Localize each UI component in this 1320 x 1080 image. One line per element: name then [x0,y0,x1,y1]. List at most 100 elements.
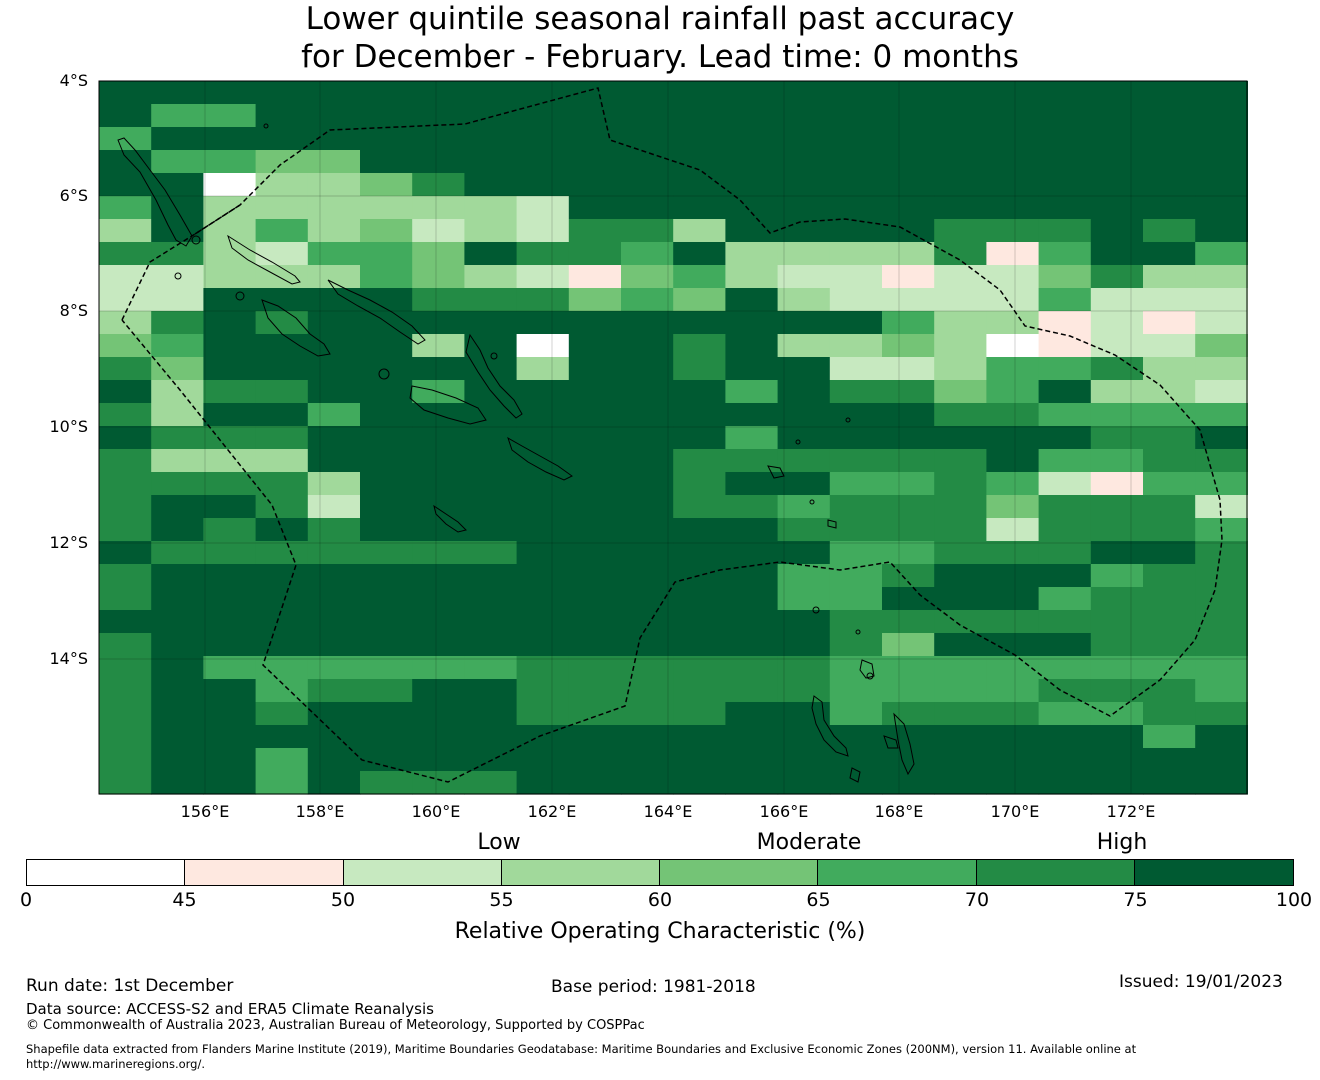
grid-cell [621,725,674,749]
grid-cell [829,242,883,266]
grid-cell [464,265,518,289]
grid-cell [412,150,465,174]
grid-cell [934,518,987,542]
grid-cell [986,311,1040,335]
grid-cell [464,403,518,427]
grid-cell [464,702,518,726]
grid-cell [151,403,204,427]
grid-cell [99,288,152,312]
grid-cell [1090,173,1144,197]
grid-cell [934,702,987,726]
grid-cell [621,426,674,450]
grid-cell [1038,472,1092,496]
grid-cell [673,104,726,128]
grid-cell [255,196,309,220]
grid-cell [934,472,987,496]
grid-cell [829,173,883,197]
grid-cell [829,196,883,220]
grid-cell [882,541,935,565]
colorbar-tick-label: 75 [1123,889,1148,911]
grid-cell [203,610,257,634]
santa-cruz-coastline [767,465,785,479]
grid-cell [882,587,935,611]
grid-cell [412,587,465,611]
grid-cell [621,449,674,473]
grid-cell [99,633,152,657]
grid-cell [882,380,935,404]
grid-cell [464,357,518,381]
grid-cell [621,173,674,197]
grid-cell [673,472,726,496]
grid-cell [568,311,622,335]
grid-cell [1090,334,1144,358]
grid-cell [203,357,257,381]
grid-cell [777,587,831,611]
grid-cell [568,702,622,726]
grid-cell [1090,219,1144,243]
grid-cell [412,564,465,588]
grid-cell [516,173,570,197]
grid-cell [777,334,831,358]
grid-cell [99,150,152,174]
grid-cell [99,403,152,427]
grid-cell [673,725,726,749]
grid-cell [464,311,518,335]
grid-cell [725,472,779,496]
grid-cell [1090,81,1144,105]
torres-banks-coastline [859,659,875,679]
grid-cell [1195,679,1248,703]
grid-cell [307,426,361,450]
islet [490,352,498,360]
grid-cell [255,725,309,749]
grid-cell [673,81,726,105]
shapefile-credit: Shapefile data extracted from Flanders M… [26,1042,1137,1056]
grid-cell [360,242,413,266]
grid-cell [99,656,152,680]
grid-cell [829,518,883,542]
grid-cell [673,449,726,473]
grid-cell [568,380,622,404]
grid-cell [516,334,570,358]
grid-cell [934,679,987,703]
grid-cell [621,518,674,542]
grid-cell [516,311,570,335]
grid-cell [777,656,831,680]
grid-cell [777,357,831,381]
grid-cell [777,380,831,404]
grid-cell [151,771,204,795]
grid-cell [673,702,726,726]
grid-cell [621,748,674,772]
grid-cell [1090,150,1144,174]
grid-cell [1038,380,1092,404]
latitude-label: 6°S [59,186,88,205]
grid-cell [986,518,1040,542]
grid-cell [307,587,361,611]
grid-cell [516,380,570,404]
grid-cell [934,656,987,680]
shapefile-url: http://www.marineregions.org/. [26,1057,205,1071]
grid-cell [986,472,1040,496]
islet [191,235,201,245]
grid-cell [1038,564,1092,588]
grid-cell [621,81,674,105]
grid-cell [777,242,831,266]
grid-cell [934,610,987,634]
grid-cell [1038,541,1092,565]
grid-cell [829,725,883,749]
grid-cell [777,265,831,289]
grid-cell [673,495,726,519]
grid-cell [829,564,883,588]
grid-cell [412,449,465,473]
grid-cell [1038,219,1092,243]
grid-cell [307,725,361,749]
grid-cell [568,587,622,611]
colorbar-tick-label: 100 [1275,889,1313,911]
grid-cell [882,173,935,197]
grid-cell [882,426,935,450]
bougainville-coastline [117,137,193,247]
grid-cell [255,748,309,772]
grid-cell [1090,518,1144,542]
grid-cell [934,771,987,795]
grid-cell [203,702,257,726]
ambae-coastline [883,735,899,749]
